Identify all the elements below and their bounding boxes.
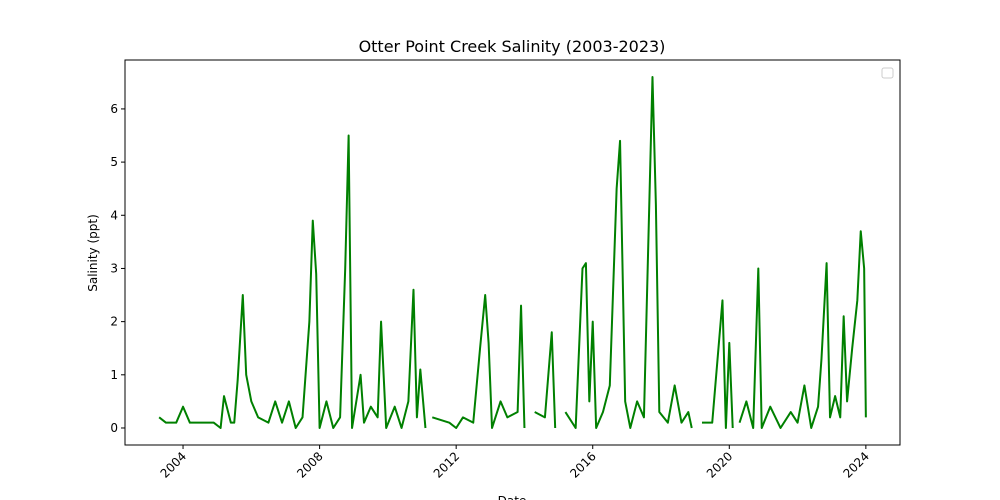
y-tick-label: 1 xyxy=(110,368,118,382)
plot-frame xyxy=(124,59,901,446)
data-line xyxy=(158,76,867,429)
x-axis-label: Date xyxy=(498,494,527,500)
y-tick-label: 5 xyxy=(110,155,118,169)
y-tick-label: 6 xyxy=(110,102,118,116)
y-axis-label: Salinity (ppt) xyxy=(86,214,100,292)
y-tick-label: 2 xyxy=(110,315,118,329)
chart-title: Otter Point Creek Salinity (2003-2023) xyxy=(359,37,666,56)
legend-box xyxy=(881,67,894,79)
y-tick-label: 0 xyxy=(110,421,118,435)
y-tick-label: 3 xyxy=(110,261,118,275)
y-tick-label: 4 xyxy=(110,208,118,222)
